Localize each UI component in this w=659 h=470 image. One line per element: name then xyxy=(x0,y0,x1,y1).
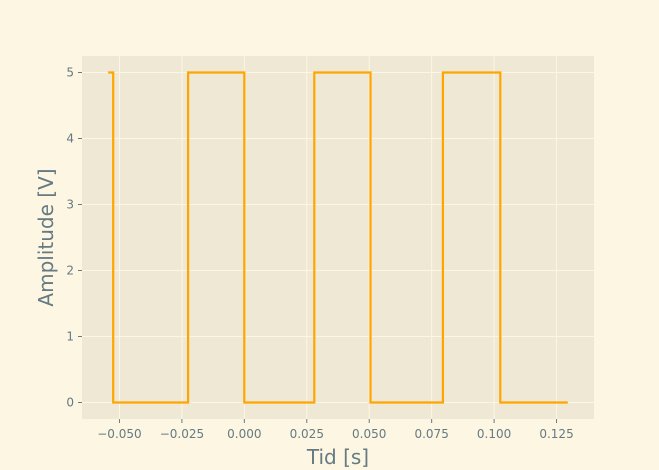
x-tick-label: −0.050 xyxy=(97,427,141,441)
x-tick-label: 0.100 xyxy=(477,427,511,441)
x-tick-label: 0.050 xyxy=(352,427,386,441)
y-tick-label: 0 xyxy=(66,396,74,410)
y-axis-label: Amplitude [V] xyxy=(34,168,58,306)
y-tick-label: 5 xyxy=(66,66,74,80)
y-axis-ticks: 0 1 2 3 4 5 xyxy=(66,66,82,410)
x-tick-label: 0.000 xyxy=(227,427,261,441)
x-axis-ticks: −0.050 −0.025 0.000 0.025 0.050 0.075 0.100 0.1… xyxy=(97,419,574,441)
y-tick-label: 1 xyxy=(66,330,74,344)
plot-area xyxy=(82,56,594,419)
x-tick-label: 0.025 xyxy=(290,427,324,441)
y-tick-label: 3 xyxy=(66,198,74,212)
series-layer xyxy=(108,71,568,404)
x-tick-label: 0.075 xyxy=(414,427,448,441)
series-line xyxy=(108,71,568,404)
y-tick-label: 4 xyxy=(66,132,74,146)
y-tick-label: 2 xyxy=(66,264,74,278)
x-tick-label: 0.125 xyxy=(539,427,573,441)
x-axis-label: Tid [s] xyxy=(306,445,369,469)
x-tick-label: −0.025 xyxy=(160,427,204,441)
